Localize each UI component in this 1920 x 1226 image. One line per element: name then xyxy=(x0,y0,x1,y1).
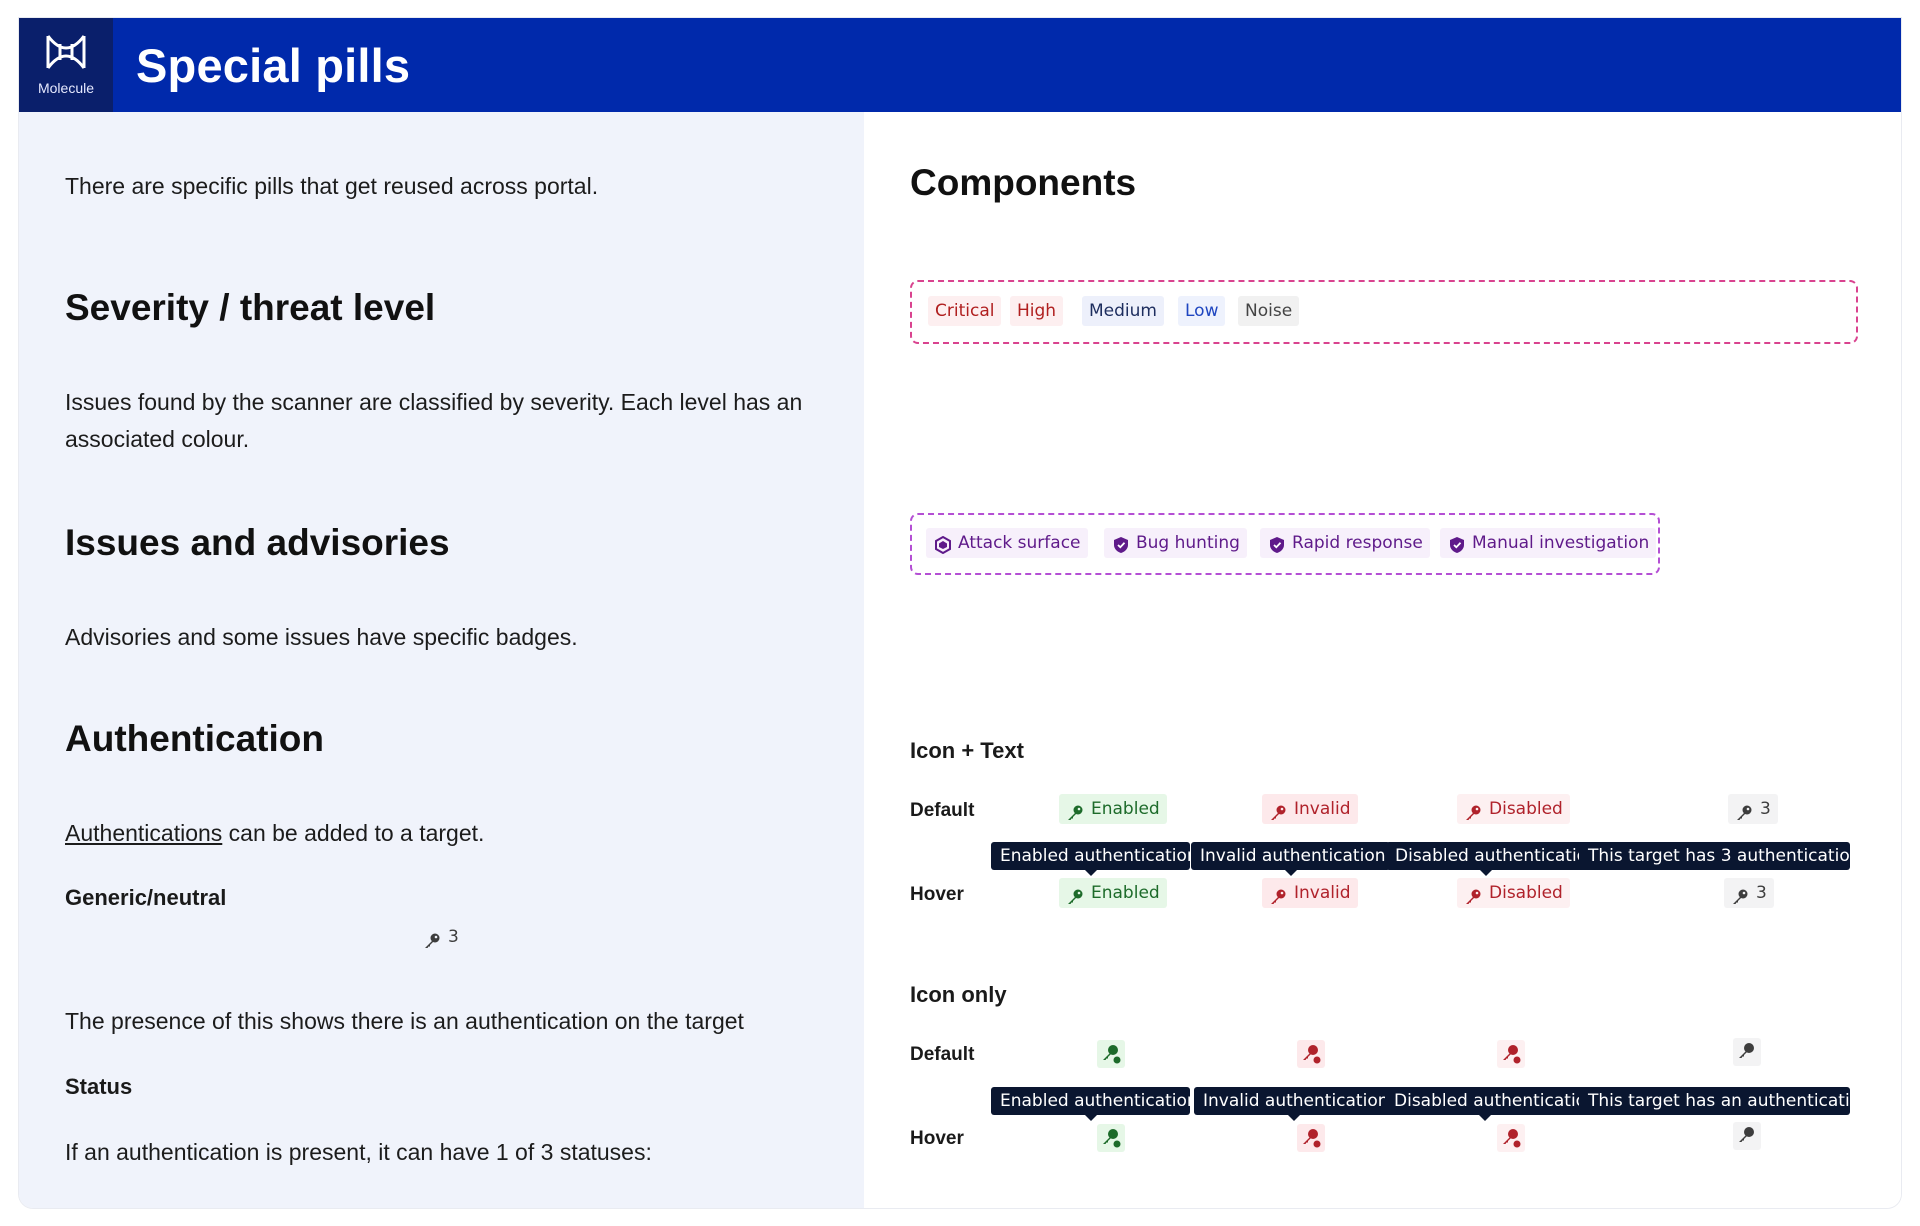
tooltip-target-authentications: This target has 3 authentications xyxy=(1579,842,1850,870)
key-icon xyxy=(1503,1045,1521,1064)
generic-auth-pill[interactable]: 3 xyxy=(416,922,466,952)
auth-icon-invalid-hover[interactable] xyxy=(1297,1124,1325,1152)
key-icon xyxy=(1731,885,1749,915)
severity-pill-critical[interactable]: Critical xyxy=(928,296,1002,326)
shield-icon xyxy=(1448,534,1466,564)
key-icon xyxy=(1103,1045,1121,1064)
tooltip-invalid-authentication: Invalid authentication xyxy=(1191,842,1390,876)
shield-icon xyxy=(1268,534,1286,564)
tooltip-icon-invalid-authentication: Invalid authentication xyxy=(1194,1087,1393,1121)
key-icon xyxy=(1269,801,1287,831)
icon-text-heading: Icon + Text xyxy=(910,738,1024,763)
auth-pill-invalid-label: Invalid xyxy=(1294,799,1351,819)
key-icon xyxy=(1739,1127,1754,1142)
key-icon xyxy=(423,929,441,959)
molecule-logo-icon xyxy=(46,35,86,69)
page-title: Special pills xyxy=(136,39,411,92)
presence-text: The presence of this shows there is an a… xyxy=(65,1008,744,1034)
auth-icon-present[interactable] xyxy=(1733,1038,1761,1066)
auth-pill-disabled[interactable]: Disabled xyxy=(1457,794,1570,824)
documentation-panel: There are specific pills that get reused… xyxy=(19,112,864,1208)
auth-pill-invalid-hover[interactable]: Invalid xyxy=(1262,878,1358,908)
key-icon xyxy=(1269,885,1287,915)
attack-surface-icon xyxy=(934,534,952,564)
auth-icon-invalid[interactable] xyxy=(1297,1040,1325,1068)
authentications-link[interactable]: Authentications xyxy=(65,820,223,846)
tooltip-icon-disabled-authentication: Disabled authentication xyxy=(1385,1087,1597,1121)
issues-body: Advisories and some issues have specific… xyxy=(65,624,578,650)
key-icon xyxy=(1739,1043,1754,1058)
advisory-pill-manual-investigation[interactable]: Manual investigation xyxy=(1440,528,1657,558)
auth-pill-enabled-hover-label: Enabled xyxy=(1091,883,1160,903)
severity-pills-container: Critical High Medium Low Noise xyxy=(910,280,1858,344)
authentication-heading: Authentication xyxy=(65,718,324,759)
key-icon xyxy=(1303,1129,1321,1148)
auth-pill-count-value: 3 xyxy=(1760,799,1771,819)
tooltip-icon-target-authentication: This target has an authentication xyxy=(1579,1087,1850,1115)
tooltip-enabled-authentication: Enabled authentication xyxy=(991,842,1198,876)
auth-icon-enabled-hover[interactable] xyxy=(1097,1124,1125,1152)
auth-pill-invalid[interactable]: Invalid xyxy=(1262,794,1358,824)
auth-pill-enabled[interactable]: Enabled xyxy=(1059,794,1167,824)
icon-only-default-label: Default xyxy=(910,1044,975,1065)
icon-only-hover-label: Hover xyxy=(910,1128,964,1149)
status-text: If an authentication is present, it can … xyxy=(65,1139,652,1165)
components-panel: Components Critical High Medium Low Nois… xyxy=(864,112,1901,1208)
advisory-pill-attack-surface[interactable]: Attack surface xyxy=(926,528,1088,558)
auth-pill-enabled-hover[interactable]: Enabled xyxy=(1059,878,1167,908)
key-icon xyxy=(1464,801,1482,831)
key-icon xyxy=(1503,1129,1521,1148)
icon-only-heading: Icon only xyxy=(910,982,1007,1007)
shield-icon xyxy=(1112,534,1130,564)
severity-pill-low[interactable]: Low xyxy=(1178,296,1226,326)
auth-icon-disabled-hover[interactable] xyxy=(1497,1124,1525,1152)
advisory-pills-container: Attack surface Bug hunting Rapid respons… xyxy=(910,513,1660,575)
advisory-pill-bug-hunting-label: Bug hunting xyxy=(1136,533,1240,553)
key-icon xyxy=(1464,885,1482,915)
issues-heading: Issues and advisories xyxy=(65,522,450,563)
auth-icon-present-hover[interactable] xyxy=(1733,1122,1761,1150)
severity-pill-high[interactable]: High xyxy=(1010,296,1064,326)
auth-pill-count-hover[interactable]: 3 xyxy=(1724,878,1774,908)
advisory-pill-bug-hunting[interactable]: Bug hunting xyxy=(1104,528,1247,558)
severity-pill-noise[interactable]: Noise xyxy=(1238,296,1300,326)
key-icon xyxy=(1103,1129,1121,1148)
auth-icon-disabled[interactable] xyxy=(1497,1040,1525,1068)
key-icon xyxy=(1735,801,1753,831)
auth-pill-disabled-hover[interactable]: Disabled xyxy=(1457,878,1570,908)
icon-text-hover-label: Hover xyxy=(910,884,964,905)
key-icon xyxy=(1303,1045,1321,1064)
authentication-intro-suffix: can be added to a target. xyxy=(222,820,485,846)
intro-text: There are specific pills that get reused… xyxy=(65,173,599,199)
tooltip-disabled-authentication: Disabled authentication xyxy=(1386,842,1598,876)
severity-body-line2: associated colour. xyxy=(65,426,250,452)
key-icon xyxy=(1066,801,1084,831)
tooltip-icon-enabled-authentication: Enabled authentication xyxy=(991,1087,1198,1121)
severity-pill-medium[interactable]: Medium xyxy=(1082,296,1164,326)
authentication-intro: Authentications can be added to a target… xyxy=(65,815,484,852)
auth-icon-enabled[interactable] xyxy=(1097,1040,1125,1068)
logo[interactable]: Molecule xyxy=(19,18,113,112)
severity-body-line1: Issues found by the scanner are classifi… xyxy=(65,389,803,415)
icon-text-default-label: Default xyxy=(910,800,975,821)
advisory-pill-manual-investigation-label: Manual investigation xyxy=(1472,533,1650,553)
auth-pill-count-hover-value: 3 xyxy=(1756,883,1767,903)
key-icon xyxy=(1066,885,1084,915)
auth-pill-disabled-hover-label: Disabled xyxy=(1489,883,1563,903)
generic-heading: Generic/neutral xyxy=(65,885,227,910)
header-bar: Molecule Special pills xyxy=(19,18,1901,112)
components-heading: Components xyxy=(910,162,1137,203)
auth-pill-invalid-hover-label: Invalid xyxy=(1294,883,1351,903)
generic-auth-count: 3 xyxy=(448,927,459,947)
advisory-pill-rapid-response[interactable]: Rapid response xyxy=(1260,528,1430,558)
auth-pill-count[interactable]: 3 xyxy=(1728,794,1778,824)
page-frame: Molecule Special pills There are specifi… xyxy=(19,18,1901,1208)
advisory-pill-rapid-response-label: Rapid response xyxy=(1292,533,1423,553)
severity-heading: Severity / threat level xyxy=(65,287,436,328)
auth-pill-enabled-label: Enabled xyxy=(1091,799,1160,819)
advisory-pill-attack-surface-label: Attack surface xyxy=(958,533,1081,553)
logo-label: Molecule xyxy=(37,80,95,96)
auth-pill-disabled-label: Disabled xyxy=(1489,799,1563,819)
status-heading: Status xyxy=(65,1074,133,1099)
